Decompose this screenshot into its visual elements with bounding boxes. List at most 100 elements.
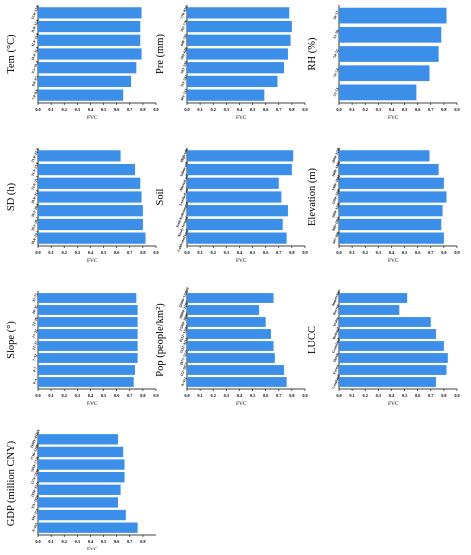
bar	[187, 232, 287, 244]
category-label: 21003~47216	[30, 429, 41, 449]
x-tick-label: 0.1	[349, 250, 354, 255]
bar	[339, 293, 408, 303]
bar	[38, 317, 138, 327]
bar	[187, 293, 274, 303]
category-label: 12.6~13.6	[31, 5, 40, 20]
bar	[339, 191, 447, 203]
y-axis-label: Pre (mm)	[155, 34, 166, 74]
y-axis-label: LUCC	[307, 326, 318, 354]
x-tick-label: 0.7	[276, 250, 282, 255]
x-tick-label: 0.6	[114, 107, 120, 112]
x-tick-label: 0.2	[363, 107, 368, 112]
category-label: Barren	[332, 304, 340, 316]
x-axis-label: FVC	[388, 258, 399, 264]
category-label: 0~112	[181, 377, 188, 387]
x-tick-label: 0.9	[153, 250, 158, 255]
category-label: 1000~1200	[331, 202, 341, 219]
bar	[38, 305, 138, 315]
bar	[339, 7, 447, 24]
x-tick-label: 0.6	[114, 539, 120, 544]
x-tick-label: 0.2	[62, 393, 67, 398]
x-tick-label: 0.0	[35, 250, 40, 255]
bar	[187, 20, 292, 33]
x-tick-label: 0.4	[88, 250, 94, 255]
x-tick-label: 0.8	[289, 107, 294, 112]
category-label: 1200~1400	[331, 188, 341, 205]
panel-9: 0.0 0.1 0.2 0.3 0.4 0.5 0.6 0.7 0.8 0.9 FVC Croplan…	[307, 288, 460, 407]
category-label: 18.6~19.5	[31, 230, 40, 245]
bar	[38, 497, 118, 508]
category-label: 35~72	[32, 292, 39, 302]
bar	[187, 305, 260, 315]
bar	[187, 150, 294, 162]
x-tick-label: 0.7	[428, 250, 434, 255]
category-label: 11.8~12.6	[31, 19, 40, 34]
x-axis-label: FVC	[236, 258, 247, 264]
category-label: Water	[332, 316, 339, 327]
category-label: 5018~7716	[30, 456, 40, 473]
x-tick-label: 0.7	[127, 393, 133, 398]
bar	[38, 484, 121, 495]
category-label: 7716~21003	[30, 442, 41, 460]
category-label: 1574~5018	[30, 468, 40, 485]
bar	[339, 218, 442, 231]
x-tick-label: 0.5	[250, 107, 255, 112]
category-label: 8.8~9.5	[31, 75, 39, 87]
category-label: 9112~13200	[179, 324, 189, 342]
bar	[38, 191, 142, 203]
bar	[339, 150, 430, 162]
x-tick-label: 0.3	[224, 107, 229, 112]
x-tick-label: 0.9	[454, 250, 459, 255]
bar	[38, 459, 125, 470]
y-axis-label: Soil	[155, 188, 166, 205]
x-axis-label: FVC	[236, 115, 247, 121]
panel-1: 0.0 0.1 0.2 0.3 0.4 0.5 0.6 0.7 0.8 0.9 FVC 7.0~8.8…	[6, 5, 159, 121]
y-axis-label: RH (%)	[307, 37, 318, 70]
x-tick-label: 0.9	[302, 250, 307, 255]
bar	[38, 75, 132, 88]
x-tick-label: 0.9	[454, 393, 459, 398]
bar	[187, 191, 282, 203]
x-tick-label: 0.0	[184, 393, 189, 398]
bar	[187, 205, 288, 217]
category-label: 2977~5522	[179, 349, 189, 366]
x-tick-label: 0.7	[276, 393, 282, 398]
x-tick-label: 0.8	[140, 393, 145, 398]
bar	[38, 434, 118, 445]
bar	[187, 34, 291, 46]
category-label: 1800~2100	[331, 147, 341, 164]
category-label: 53~54	[333, 68, 340, 78]
x-tick-label: 0.7	[127, 539, 133, 544]
bar	[339, 26, 442, 43]
x-tick-label: 0.1	[197, 393, 202, 398]
x-tick-label: 0.4	[237, 250, 243, 255]
bar	[339, 163, 439, 176]
x-tick-label: 0.2	[211, 393, 216, 398]
bar	[38, 150, 121, 162]
x-tick-label: 0.4	[88, 393, 94, 398]
x-tick-label: 0.0	[336, 393, 341, 398]
bar	[187, 177, 279, 189]
x-tick-label: 0.5	[402, 393, 407, 398]
x-tick-label: 0.0	[184, 107, 189, 112]
bar	[339, 205, 443, 217]
category-label: 599~648	[180, 47, 189, 60]
x-tick-label: 0.5	[101, 107, 106, 112]
bar	[38, 509, 126, 521]
category-label: Saline soil	[179, 161, 189, 177]
x-tick-label: 0.6	[415, 393, 421, 398]
bar	[187, 75, 278, 88]
category-label: 9.5~10.4	[31, 61, 40, 74]
category-label: 4~7	[32, 366, 38, 373]
x-tick-label: 0.9	[454, 107, 459, 112]
x-tick-label: 0.8	[289, 393, 294, 398]
category-label: 1400~1600	[331, 174, 341, 191]
category-label: 0~4	[32, 378, 38, 385]
bar	[38, 20, 141, 33]
x-tick-label: 0.3	[224, 250, 229, 255]
bar	[339, 317, 431, 327]
bar	[187, 7, 290, 19]
x-tick-label: 0.2	[62, 539, 67, 544]
category-label: Grassland	[331, 338, 341, 354]
